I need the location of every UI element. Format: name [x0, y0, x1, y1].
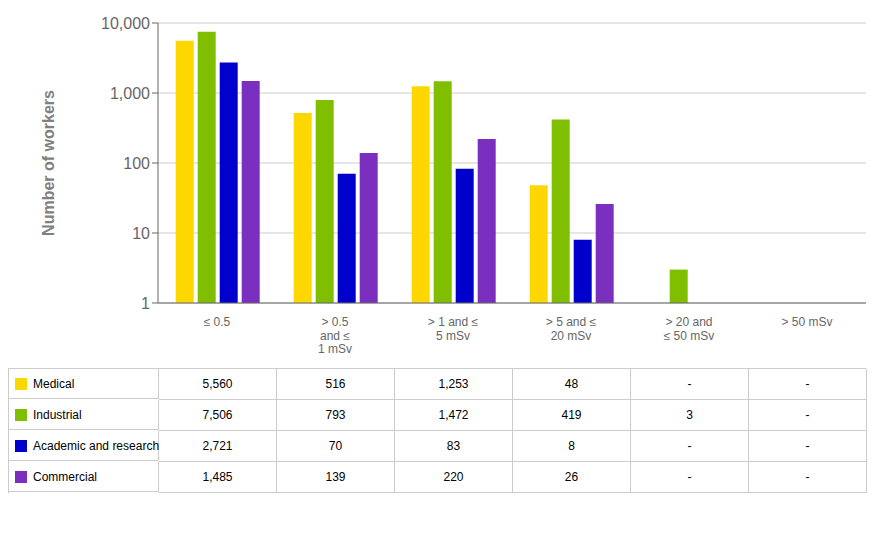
svg-text:≤ 0.5: ≤ 0.5 — [204, 315, 231, 329]
svg-text:> 50 mSv: > 50 mSv — [781, 315, 832, 329]
html-text:2,721: 2,721 — [202, 439, 233, 453]
html-text:48: 48 — [564, 377, 579, 391]
svg-text:10: 10 — [132, 225, 150, 242]
html-text:1,472: 1,472 — [438, 408, 469, 422]
svg-text:Number of workers: Number of workers — [40, 90, 57, 236]
html-text:83: 83 — [446, 439, 461, 453]
html-text:8: 8 — [568, 439, 575, 453]
html-text:Industrial: Industrial — [33, 407, 82, 422]
html-text:220: 220 — [443, 470, 464, 484]
html-text:Commercial: Commercial — [33, 469, 97, 484]
svg-text:100: 100 — [123, 155, 150, 172]
html-text:516: 516 — [325, 377, 346, 391]
html-text:1,485: 1,485 — [202, 470, 233, 484]
html-text:1,253: 1,253 — [438, 377, 469, 391]
svg-text:> 5 and ≤20 mSv: > 5 and ≤20 mSv — [546, 315, 597, 343]
html-text:139: 139 — [325, 470, 346, 484]
html-text:Medical: Medical — [33, 376, 75, 391]
html-text:7,506: 7,506 — [202, 408, 233, 422]
html-text:26: 26 — [564, 470, 579, 484]
svg-text:> 1 and ≤5 mSv: > 1 and ≤5 mSv — [428, 315, 479, 343]
svg-text:> 0.5and ≤1 mSv: > 0.5and ≤1 mSv — [318, 315, 352, 357]
html-text:70: 70 — [328, 439, 343, 453]
svg-text:10,000: 10,000 — [101, 15, 150, 32]
html-text:Academic and research: Academic and research — [33, 438, 160, 453]
html-text:3: 3 — [686, 408, 693, 422]
svg-text:1,000: 1,000 — [110, 85, 150, 102]
html-text:5,560: 5,560 — [202, 377, 233, 391]
html-text:419: 419 — [561, 408, 582, 422]
html-text:793: 793 — [325, 408, 346, 422]
svg-text:> 20 and≤ 50 mSv: > 20 and≤ 50 mSv — [664, 315, 715, 343]
svg-text:1: 1 — [141, 295, 150, 312]
